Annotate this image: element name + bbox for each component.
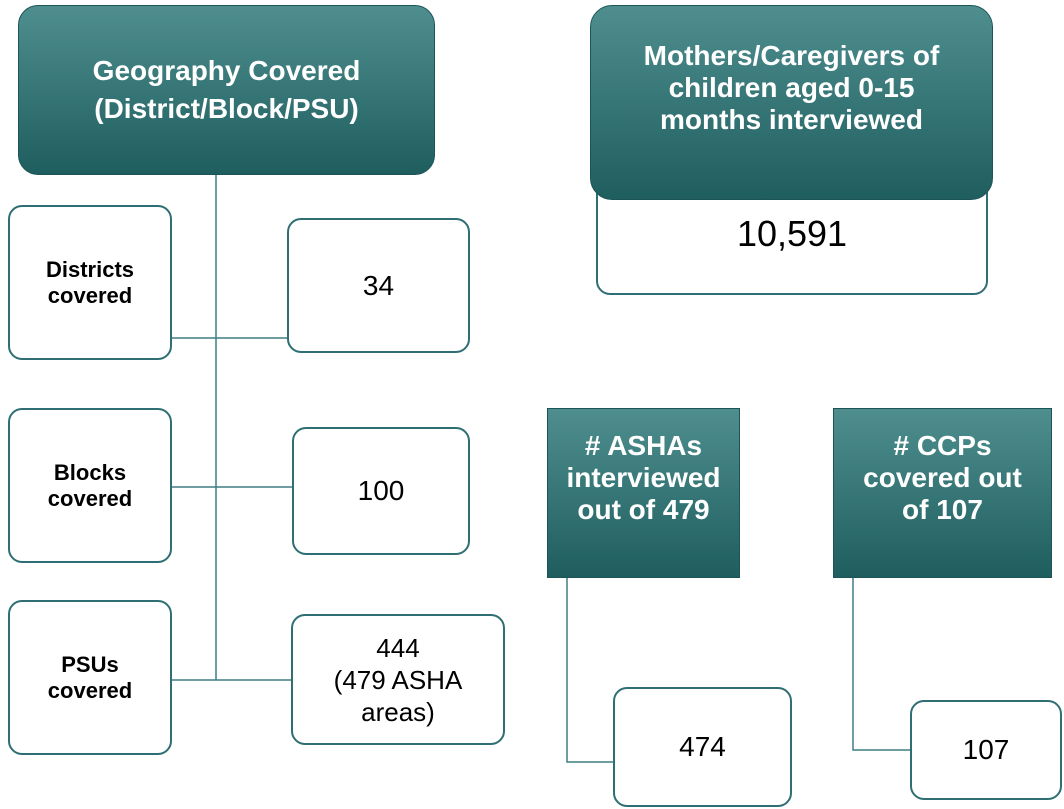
ccps-title: # CCPs covered out of 107 (833, 408, 1052, 578)
row-label: Districts covered (8, 205, 172, 360)
row-value: 34 (287, 218, 470, 353)
ccps-value: 107 (910, 700, 1062, 800)
mothers-title: Mothers/Caregivers of children aged 0-15… (590, 5, 993, 200)
row-value: 444 (376, 632, 420, 663)
row-label: Blocks covered (8, 408, 172, 563)
ashas-value: 474 (613, 687, 792, 807)
connector (852, 578, 910, 751)
connector (566, 578, 613, 763)
row-value-box: 444 (479 ASHA areas) (291, 614, 505, 745)
row-note: (479 ASHA areas) (333, 664, 463, 727)
row-value: 100 (292, 427, 470, 555)
ashas-title: # ASHAs interviewed out of 479 (547, 408, 740, 578)
geography-title: Geography Covered (District/Block/PSU) (18, 5, 435, 175)
row-label: PSUs covered (8, 600, 172, 755)
